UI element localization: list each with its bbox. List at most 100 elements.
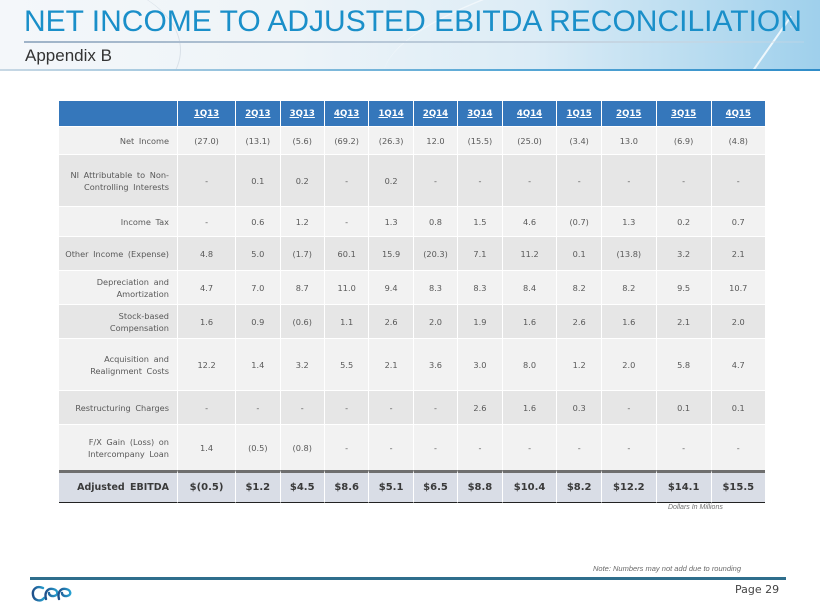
value-cell: (26.3) xyxy=(369,126,414,154)
value-cell: 9.4 xyxy=(369,270,414,304)
row-label: Acquisition and Realignment Costs xyxy=(59,338,178,390)
value-cell: 0.2 xyxy=(280,154,325,206)
total-value-cell: $(0.5) xyxy=(178,470,237,503)
value-cell: - xyxy=(324,206,370,236)
value-cell: (5.6) xyxy=(280,126,325,154)
total-value-cell: $10.4 xyxy=(502,470,558,503)
header-divider xyxy=(0,69,820,71)
value-cell: 0.1 xyxy=(557,236,602,270)
page-number: Page 29 xyxy=(735,583,780,596)
value-cell: 8.3 xyxy=(458,270,503,304)
header-corner-cell xyxy=(59,101,178,126)
value-cell: 2.1 xyxy=(656,304,712,338)
column-header: 1Q14 xyxy=(369,101,414,126)
title-underline xyxy=(24,41,804,43)
value-cell: 8.2 xyxy=(557,270,602,304)
table-row: NI Attributable to Non-Controlling Inter… xyxy=(59,154,765,206)
value-cell: 3.0 xyxy=(458,338,503,390)
table-header-row: 1Q13 2Q13 3Q13 4Q13 1Q14 2Q14 3Q14 4Q14 … xyxy=(59,101,765,126)
row-label: NI Attributable to Non-Controlling Inter… xyxy=(59,154,178,206)
value-cell: - xyxy=(178,154,237,206)
value-cell: - xyxy=(711,424,765,470)
column-header: 4Q13 xyxy=(324,101,370,126)
row-label: Stock-based Compensation xyxy=(59,304,178,338)
value-cell: 12.0 xyxy=(413,126,459,154)
slide-title: NET INCOME TO ADJUSTED EBITDA RECONCILIA… xyxy=(24,5,802,38)
reconciliation-table: 1Q13 2Q13 3Q13 4Q13 1Q14 2Q14 3Q14 4Q14 … xyxy=(59,101,765,503)
column-header: 3Q14 xyxy=(458,101,503,126)
table-row: Stock-based Compensation 1.6 0.9 (0.6) 1.1 2.… xyxy=(59,304,765,338)
value-cell: 2.1 xyxy=(711,236,765,270)
value-cell: 15.9 xyxy=(369,236,414,270)
units-note: Dollars In Millions xyxy=(668,504,723,511)
value-cell: - xyxy=(458,154,503,206)
value-cell: - xyxy=(601,424,657,470)
value-cell: (15.5) xyxy=(458,126,503,154)
column-header: 1Q15 xyxy=(557,101,602,126)
value-cell: 1.2 xyxy=(557,338,602,390)
value-cell: 2.0 xyxy=(601,338,657,390)
value-cell: 13.0 xyxy=(601,126,657,154)
value-cell: - xyxy=(324,154,370,206)
value-cell: - xyxy=(236,390,281,424)
value-cell: (4.8) xyxy=(711,126,765,154)
value-cell: - xyxy=(601,154,657,206)
column-header: 3Q13 xyxy=(280,101,325,126)
value-cell: 11.0 xyxy=(324,270,370,304)
column-header: 1Q13 xyxy=(178,101,237,126)
value-cell: 1.1 xyxy=(324,304,370,338)
value-cell: (20.3) xyxy=(413,236,459,270)
value-cell: 0.2 xyxy=(369,154,414,206)
value-cell: (0.5) xyxy=(236,424,281,470)
table-row: Restructuring Charges - - - - - -2.6 1.6 0.3-0.1… xyxy=(59,390,765,424)
value-cell: 1.9 xyxy=(458,304,503,338)
row-label: Restructuring Charges xyxy=(59,390,178,424)
column-header: 3Q15 xyxy=(656,101,712,126)
total-value-cell: $8.8 xyxy=(458,470,503,503)
value-cell: (0.8) xyxy=(280,424,325,470)
column-header: 4Q14 xyxy=(502,101,558,126)
table-row: Net Income (27.0) (13.1) (5.6) (69.2) (26.3) 1… xyxy=(59,126,765,154)
value-cell: - xyxy=(324,390,370,424)
value-cell: 1.3 xyxy=(369,206,414,236)
row-label: Income Tax xyxy=(59,206,178,236)
value-cell: - xyxy=(502,154,558,206)
value-cell: - xyxy=(178,390,237,424)
value-cell: (6.9) xyxy=(656,126,712,154)
value-cell: 4.6 xyxy=(502,206,558,236)
value-cell: 3.6 xyxy=(413,338,459,390)
value-cell: 2.0 xyxy=(413,304,459,338)
value-cell: 0.3 xyxy=(557,390,602,424)
value-cell: 9.5 xyxy=(656,270,712,304)
total-value-cell: $5.1 xyxy=(369,470,414,503)
value-cell: - xyxy=(413,154,459,206)
slide-subtitle: Appendix B xyxy=(25,46,112,65)
value-cell: 8.0 xyxy=(502,338,558,390)
total-value-cell: $8.2 xyxy=(557,470,602,503)
rounding-footnote: Note: Numbers may not add due to roundin… xyxy=(593,564,742,573)
value-cell: 1.6 xyxy=(502,390,558,424)
value-cell: - xyxy=(656,424,712,470)
value-cell: 0.6 xyxy=(236,206,281,236)
value-cell: - xyxy=(458,424,503,470)
value-cell: - xyxy=(280,390,325,424)
value-cell: 4.8 xyxy=(178,236,237,270)
table-row: Income Tax -0.6 1.2-1.3 0.8 1.5 4.6 (0.7) 1.3 0.… xyxy=(59,206,765,236)
row-label: Net Income xyxy=(59,126,178,154)
value-cell: (0.6) xyxy=(280,304,325,338)
row-label: Other Income (Expense) xyxy=(59,236,178,270)
value-cell: 4.7 xyxy=(178,270,237,304)
row-label: F/X Gain (Loss) on Intercompany Loan xyxy=(59,424,178,470)
table-body: Net Income (27.0) (13.1) (5.6) (69.2) (26.3) 1… xyxy=(59,126,765,503)
value-cell: 0.2 xyxy=(656,206,712,236)
total-value-cell: $4.5 xyxy=(280,470,325,503)
value-cell: 1.4 xyxy=(178,424,237,470)
value-cell: 0.7 xyxy=(711,206,765,236)
value-cell: 0.1 xyxy=(711,390,765,424)
value-cell: 3.2 xyxy=(280,338,325,390)
value-cell: - xyxy=(369,390,414,424)
value-cell: 4.7 xyxy=(711,338,765,390)
value-cell: 60.1 xyxy=(324,236,370,270)
value-cell: 1.3 xyxy=(601,206,657,236)
value-cell: - xyxy=(413,424,459,470)
